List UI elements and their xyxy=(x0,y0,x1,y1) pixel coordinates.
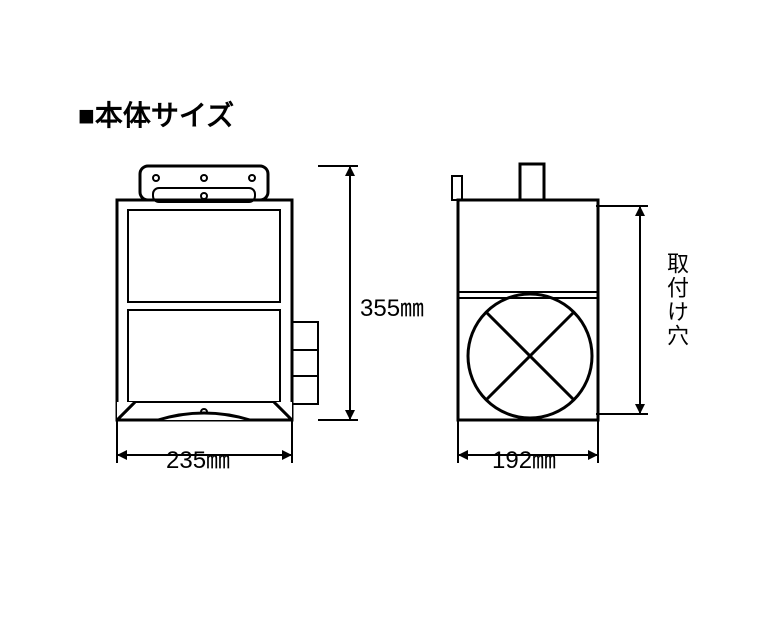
dimension-height: 355㎜ xyxy=(360,288,424,323)
annotation-mount-holes: 取付け穴 xyxy=(660,252,692,348)
diagram-canvas: ■本体サイズ 235㎜ 192㎜ 355㎜ 取付け穴 xyxy=(0,0,773,630)
dimension-width-side: 192㎜ xyxy=(492,440,556,475)
dimension-width-front: 235㎜ xyxy=(166,440,230,475)
